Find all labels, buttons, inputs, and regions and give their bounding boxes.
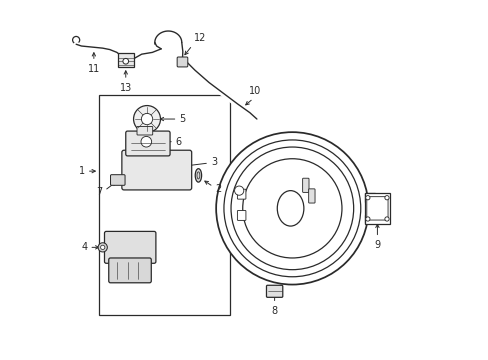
Ellipse shape (195, 168, 201, 182)
Text: 13: 13 (120, 82, 132, 93)
Text: 11: 11 (87, 64, 100, 74)
Circle shape (122, 58, 128, 64)
FancyBboxPatch shape (237, 211, 245, 220)
Text: 5: 5 (179, 114, 185, 124)
Text: 1: 1 (79, 166, 85, 176)
Bar (364, 193, 389, 224)
Text: 6: 6 (175, 137, 182, 147)
Circle shape (234, 186, 244, 195)
Circle shape (98, 243, 107, 252)
FancyBboxPatch shape (302, 178, 308, 192)
Circle shape (141, 113, 152, 125)
FancyBboxPatch shape (364, 193, 374, 202)
Text: 3: 3 (210, 157, 217, 167)
Circle shape (384, 195, 388, 200)
FancyBboxPatch shape (137, 126, 152, 135)
Text: 4: 4 (81, 242, 87, 252)
FancyBboxPatch shape (110, 175, 125, 185)
Text: 10: 10 (248, 86, 261, 96)
Circle shape (133, 105, 160, 132)
Circle shape (216, 132, 368, 284)
Text: 2: 2 (215, 184, 221, 194)
Text: 12: 12 (194, 33, 206, 43)
FancyBboxPatch shape (237, 189, 245, 199)
FancyBboxPatch shape (364, 215, 374, 223)
Text: 9: 9 (374, 240, 380, 250)
Circle shape (242, 159, 341, 258)
Circle shape (384, 217, 388, 221)
Circle shape (141, 136, 151, 147)
Bar (99, 95, 230, 315)
FancyBboxPatch shape (122, 150, 191, 190)
FancyBboxPatch shape (108, 258, 151, 283)
Text: 8: 8 (271, 306, 277, 316)
FancyBboxPatch shape (266, 285, 282, 297)
FancyBboxPatch shape (177, 57, 187, 67)
Circle shape (365, 217, 369, 221)
FancyBboxPatch shape (308, 189, 314, 203)
FancyBboxPatch shape (118, 54, 133, 67)
FancyBboxPatch shape (104, 231, 156, 263)
Text: 7: 7 (96, 188, 102, 197)
FancyBboxPatch shape (125, 131, 170, 156)
Circle shape (365, 195, 369, 200)
Circle shape (101, 245, 104, 249)
